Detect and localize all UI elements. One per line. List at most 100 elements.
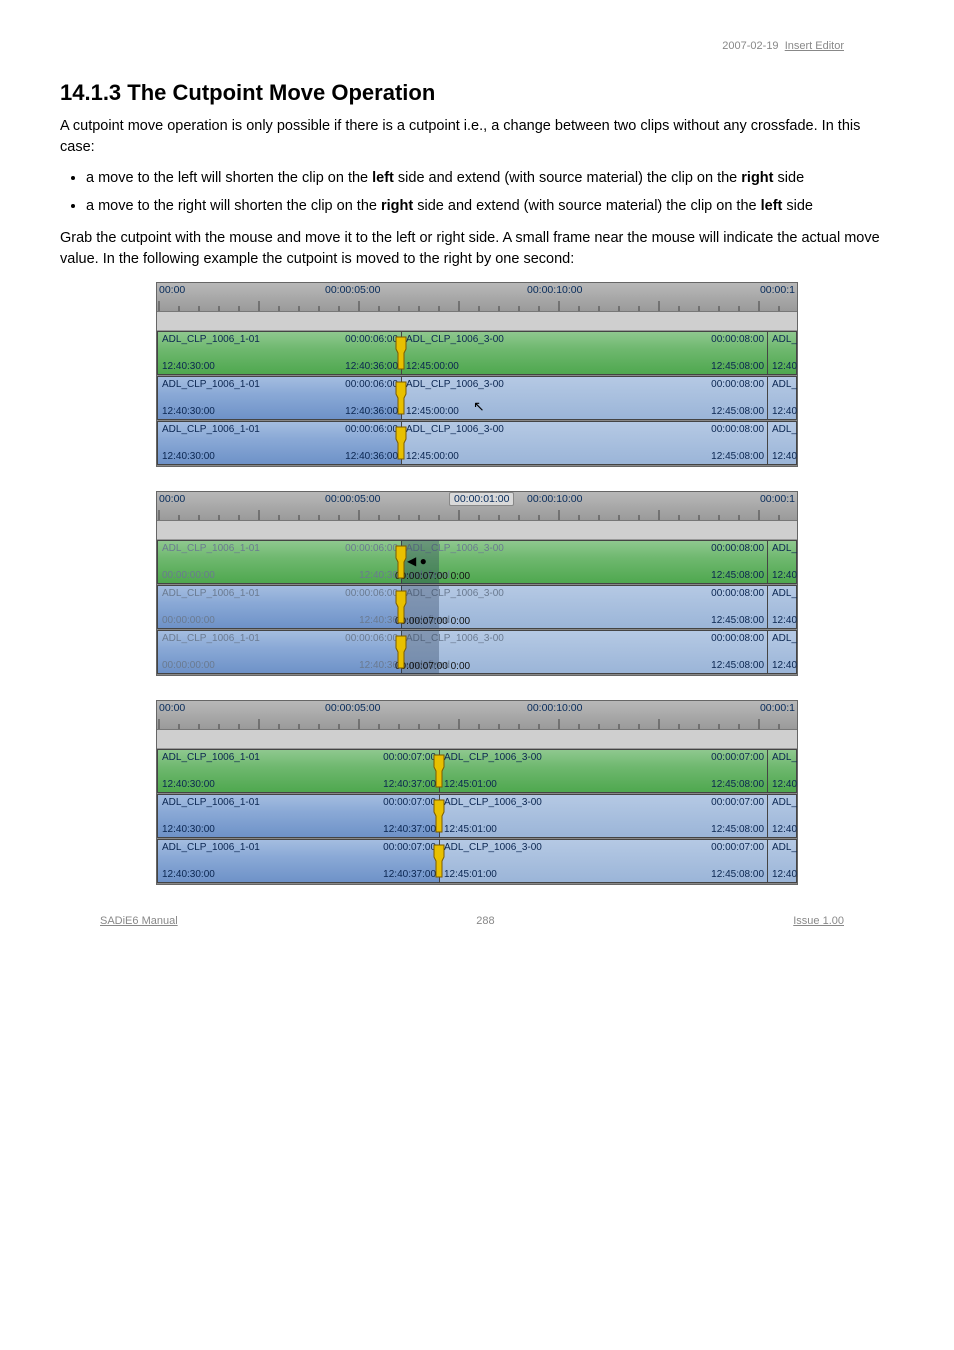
clip-right[interactable]: ADL_CLP_1006_3-00 00:00:07:00 12:45:01:0…: [439, 839, 769, 883]
section-heading: 14.1.3 The Cutpoint Move Operation: [60, 80, 894, 106]
clip-in: 00:00:00:00: [162, 615, 215, 626]
clip-dur: 00:00:06:00: [345, 424, 398, 435]
clip-left[interactable]: ADL_CLP_1006_1-01 00:00:06:00 12:40:30:0…: [157, 331, 403, 375]
clip-out: 12:40:36: [359, 615, 398, 626]
clip-out: 12:40:36:00: [345, 406, 398, 417]
clip-out: 12:45:08:00: [711, 570, 764, 581]
cutpoint-handle[interactable]: [395, 634, 407, 670]
clip-in: 12:45:00:00: [406, 361, 459, 372]
ruler-ticks: [157, 299, 797, 311]
track-row: ADL_CLP_1006_1-01 00:00:06:00 00:00:00:0…: [157, 540, 797, 585]
clip-name: ADL_CLI: [772, 424, 798, 435]
ruler[interactable]: 00:00 00:00:05:00 00:00:01:00 00:00:10:0…: [157, 492, 797, 521]
clip-in: 12:40:34:: [772, 660, 798, 671]
cutpoint-handle[interactable]: [433, 798, 445, 834]
clip-in: 12:40:34:: [772, 615, 798, 626]
clip-out: 12:40:36:00: [345, 361, 398, 372]
clip-in: 12:40:30:00: [162, 361, 215, 372]
clip-tail[interactable]: ADL_CLI 12:40:34:: [767, 585, 797, 629]
clip-left[interactable]: ADL_CLP_1006_1-01 00:00:06:00 12:40:30:0…: [157, 421, 403, 465]
clip-left[interactable]: ADL_CLP_1006_1-01 00:00:06:00 12:40:30:0…: [157, 376, 403, 420]
clip-tail[interactable]: ADL_CLI 12:40:34:: [767, 331, 797, 375]
clip-in: 00:00:00:00: [162, 570, 215, 581]
clip-in: 00:00:00:00: [162, 660, 215, 671]
clip-left[interactable]: ADL_CLP_1006_1-01 00:00:06:00 00:00:00:0…: [157, 585, 403, 629]
clip-in: 12:40:30:00: [162, 451, 215, 462]
clip-tail[interactable]: ADL_CLI 12:40:34:: [767, 421, 797, 465]
clip-tail[interactable]: ADL_CLI 12:40:34:: [767, 540, 797, 584]
clip-left[interactable]: ADL_CLP_1006_1-01 00:00:07:00 12:40:30:0…: [157, 794, 441, 838]
clip-name: ADL_CLI: [772, 797, 798, 808]
clip-right[interactable]: ADL_CLP_1006_3-00 00:00:08:00 12:45:00:0…: [401, 421, 769, 465]
clip-name: ADL_CLP_1006_3-00: [444, 752, 542, 763]
bullet-1: a move to the left will shorten the clip…: [86, 168, 894, 190]
clip-tail[interactable]: ADL_CLI 12:40:34:: [767, 839, 797, 883]
cutpoint-handle[interactable]: [395, 589, 407, 625]
clip-left[interactable]: ADL_CLP_1006_1-01 00:00:06:00 00:00:00:0…: [157, 540, 403, 584]
clip-name: ADL_CLP_1006_1-01: [162, 588, 260, 599]
ruler-t0: 00:00: [159, 284, 185, 296]
footer-left: SADiE6 Manual: [100, 915, 178, 927]
clip-out: 12:40:36: [359, 660, 398, 671]
clip-name: ADL_CLP_1006_1-01: [162, 842, 260, 853]
clip-left[interactable]: ADL_CLP_1006_1-01 00:00:06:00 00:00:00:0…: [157, 630, 403, 674]
clip-out: 12:40:37:00: [383, 869, 436, 880]
timeline-after: 00:00 00:00:05:00 00:00:10:00 00:00:1 AD…: [156, 700, 798, 885]
clip-tail[interactable]: ADL_CLI 12:40:34:: [767, 749, 797, 793]
ruler-ticks: [157, 508, 797, 520]
clip-in: 12:45:01:00: [444, 869, 497, 880]
clip-right[interactable]: ADL_CLP_1006_3-00 00:00:08:00 12:45:00:0…: [401, 331, 769, 375]
clip-in: 12:40:34:: [772, 869, 798, 880]
hdr-date: 2007-02-19: [722, 40, 778, 52]
clip-right[interactable]: ADL_CLP_1006_3-00 00:00:08:00 12:45:00:0…: [401, 376, 769, 420]
clip-in: 12:40:30:00: [162, 406, 215, 417]
cutpoint-handle[interactable]: [395, 380, 407, 416]
track-row: ADL_CLP_1006_1-01 00:00:06:00 12:40:30:0…: [157, 421, 797, 466]
clip-out: 12:40:36:00: [345, 451, 398, 462]
cutpoint-handle[interactable]: [395, 425, 407, 461]
clip-in: 12:45:00:00: [406, 451, 459, 462]
clip-right[interactable]: ADL_CLP_1006_3-00 00:00:07:00 12:45:01:0…: [439, 749, 769, 793]
clip-in: 12:45:00:00: [406, 406, 459, 417]
cutpoint-handle[interactable]: [433, 843, 445, 879]
ruler-t5: 00:00:05:00: [325, 284, 380, 296]
clip-dur: 00:00:08:00: [711, 379, 764, 390]
ruler[interactable]: 00:00 00:00:05:00 00:00:10:00 00:00:1: [157, 701, 797, 730]
clip-dur: 00:00:08:00: [711, 588, 764, 599]
clip-right[interactable]: ADL_CLP_1006_3-00 00:00:07:00 12:45:01:0…: [439, 794, 769, 838]
para-2: Grab the cutpoint with the mouse and mov…: [60, 228, 894, 270]
track-row: ADL_CLP_1006_1-01 00:00:06:00 00:00:00:0…: [157, 585, 797, 630]
clip-out: 12:40:36: [359, 570, 398, 581]
clip-out: 12:45:08:00: [711, 406, 764, 417]
clip-tail[interactable]: ADL_CLI 12:40:34:: [767, 376, 797, 420]
clip-left[interactable]: ADL_CLP_1006_1-01 00:00:07:00 12:40:30:0…: [157, 749, 441, 793]
clip-out: 12:45:08:00: [711, 779, 764, 790]
cutpoint-handle[interactable]: [433, 753, 445, 789]
clip-name: ADL_CLP_1006_3-00: [444, 842, 542, 853]
clip-name: ADL_CLI: [772, 588, 798, 599]
cutpoint-handle[interactable]: [395, 335, 407, 371]
clip-dur: 00:00:07:00: [711, 842, 764, 853]
ruler-ticks: [157, 717, 797, 729]
clip-name: ADL_CLP_1006_3-00: [406, 379, 504, 390]
clip-in: 12:40:34:: [772, 779, 798, 790]
ruler[interactable]: 00:00 00:00:05:00 00:00:10:00 00:00:1: [157, 283, 797, 312]
clip-dur: 00:00:06:00: [345, 379, 398, 390]
clip-in: 12:45:01:00: [444, 824, 497, 835]
clip-name: ADL_CLI: [772, 543, 798, 554]
clip-name: ADL_CLP_1006_1-01: [162, 543, 260, 554]
clip-in: 12:40:34:: [772, 361, 798, 372]
cutpoint-handle[interactable]: [395, 544, 407, 580]
clip-tail[interactable]: ADL_CLI 12:40:34:: [767, 630, 797, 674]
move-value-box: 00:00:01:00: [449, 492, 514, 506]
track-row: ADL_CLP_1006_1-01 00:00:07:00 12:40:30:0…: [157, 794, 797, 839]
clip-in: 12:40:30:00: [162, 824, 215, 835]
clip-out: 12:40:37:00: [383, 779, 436, 790]
clip-in: 12:40:34:: [772, 406, 798, 417]
clip-left[interactable]: ADL_CLP_1006_1-01 00:00:07:00 12:40:30:0…: [157, 839, 441, 883]
clip-name: ADL_CLI: [772, 633, 798, 644]
clip-name: ADL_CLI: [772, 842, 798, 853]
clip-dur: 00:00:08:00: [711, 334, 764, 345]
clip-tail[interactable]: ADL_CLI 12:40:34:: [767, 794, 797, 838]
clip-dur: 00:00:07:00: [383, 797, 436, 808]
